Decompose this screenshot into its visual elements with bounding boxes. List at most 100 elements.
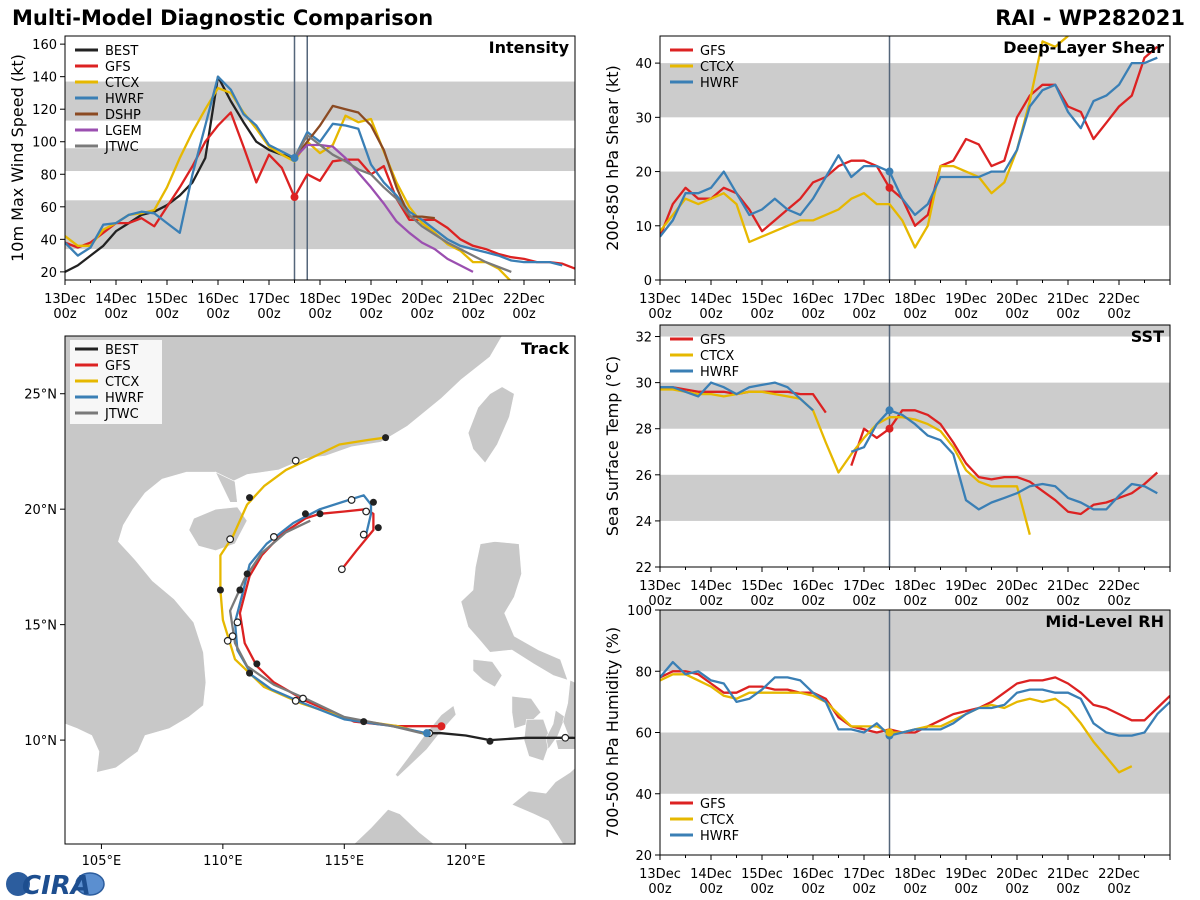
track-marker-open [561,733,570,742]
intensity-xtick-day: 21Dec [452,292,494,307]
intensity-line-best [65,75,295,273]
intensity-xtick-hour: 00z [461,307,485,322]
rh-series-group [660,660,1170,774]
rh-xtick-day: 17Dec [843,867,885,882]
shear-ytick-label: 20 [635,166,652,181]
shear-xtick-hour: 00z [750,307,774,322]
intensity-line-gfs [65,111,575,270]
intensity-ytick-label: 20 [40,266,57,281]
intensity-band-0 [65,200,575,250]
intensity-line-lgem [293,143,474,273]
sst-legend-label-ctcx: CTCX [700,349,734,364]
track-marker-open [226,535,235,544]
shear-ytick-label: 0 [644,274,652,289]
track-legend-label-hwrf: HWRF [105,391,144,406]
land-leizhou [214,471,238,503]
track-marker-open [299,694,307,703]
track-ytick-label: 10°N [24,734,57,749]
sst-ytick-label: 22 [635,561,652,576]
track-marker-open [291,456,300,465]
rh-ylabel: 700-500 hPa Humidity (%) [603,627,622,838]
track-line-ctcx [219,436,433,737]
intensity-legend-label-dshp: DSHP [105,108,141,123]
shear-line-hwrf [660,56,1158,238]
shear-marker-1 [885,167,894,176]
track-marker-filled [246,494,254,502]
rh-xtick-hour: 00z [699,882,723,897]
intensity-xtick-day: 20Dec [401,292,443,307]
land-palawan [394,704,457,778]
sst-frame [659,324,1171,568]
sst-xtick-day: 20Dec [996,579,1038,594]
sst-band-2 [660,325,1170,337]
shear-xtick-day: 21Dec [1047,292,1089,307]
rh-xtick-day: 20Dec [996,867,1038,882]
shear-xtick-hour: 00z [852,307,876,322]
shear-legend-label-gfs: GFS [700,44,726,59]
intensity-line-jtwc [293,134,512,273]
rh-legend-label-ctcx: CTCX [700,813,734,828]
track-title: Track [521,339,569,358]
track-marker-filled [246,669,254,677]
shear-xtick-day: 18Dec [894,292,936,307]
sst-title: SST [1131,327,1164,346]
rh-xtick-hour: 00z [852,882,876,897]
intensity-band-2 [65,81,575,121]
shear-xtick-hour: 00z [1005,307,1029,322]
shear-xtick-day: 15Dec [741,292,783,307]
land-mainland [65,336,503,773]
rh-xtick-day: 14Dec [690,867,732,882]
rh-line-ctcx [660,673,1133,774]
intensity-ytick-label: 160 [32,38,57,53]
intensity-marker-0 [290,193,299,202]
intensity-series-group [65,75,575,280]
track-line-jtwc [228,519,423,735]
land-luzon [460,541,569,681]
sst-ytick-label: 30 [635,377,652,392]
rh-band-0 [660,732,1170,794]
land-borneo [353,809,435,844]
rh-legend-label-hwrf: HWRF [700,829,739,844]
cira-logo: CIRA [6,871,105,900]
track-marker-filled [316,510,324,518]
sst-marker-1 [885,406,894,415]
shear-ytick-label: 30 [635,111,652,126]
intensity-xtick-day: 19Dec [350,292,392,307]
track-ytick-label: 20°N [24,503,57,518]
intensity-legend-label-best: BEST [105,44,138,59]
track-marker-open [223,636,232,645]
track-marker-open [269,532,278,541]
sst-marker-0 [885,424,894,433]
land-mindanao [511,767,575,844]
intensity-xtick-hour: 00z [512,307,536,322]
intensity-legend-label-lgem: LGEM [105,124,142,139]
sst-line-ctcx [660,388,1031,535]
shear-line-gfs [660,45,1159,238]
sst-ytick-label: 24 [635,515,652,530]
sst-xtick-day: 13Dec [639,579,681,594]
rh-xtick-day: 22Dec [1098,867,1140,882]
intensity-xtick-hour: 00z [308,307,332,322]
sst-ytick-label: 26 [635,469,652,484]
storm-id: RAI - WP282021 [995,6,1185,30]
track-ytick-label: 25°N [24,388,57,403]
land-hainan [188,506,248,552]
shear-xtick-day: 13Dec [639,292,681,307]
track-xtick-label: 110°E [203,854,243,869]
track-ytick-label: 15°N [24,619,57,634]
sst-xtick-hour: 00z [801,594,825,609]
intensity-legend-label-gfs: GFS [105,60,131,75]
rh-xtick-hour: 00z [801,882,825,897]
track-xtick-label: 120°E [446,854,486,869]
track-xtick-label: 105°E [82,854,122,869]
track-marker-open [233,618,242,627]
track-marker-open [291,696,300,705]
sst-xtick-day: 17Dec [843,579,885,594]
sst-xtick-day: 18Dec [894,579,936,594]
sst-band-1 [660,382,1170,429]
intensity-panel: 2040608010012014016013Dec00z14Dec00z15De… [8,35,576,322]
sst-xtick-hour: 00z [648,594,672,609]
shear-xtick-hour: 00z [801,307,825,322]
rh-xtick-hour: 00z [1005,882,1029,897]
intensity-ytick-label: 80 [40,168,57,183]
